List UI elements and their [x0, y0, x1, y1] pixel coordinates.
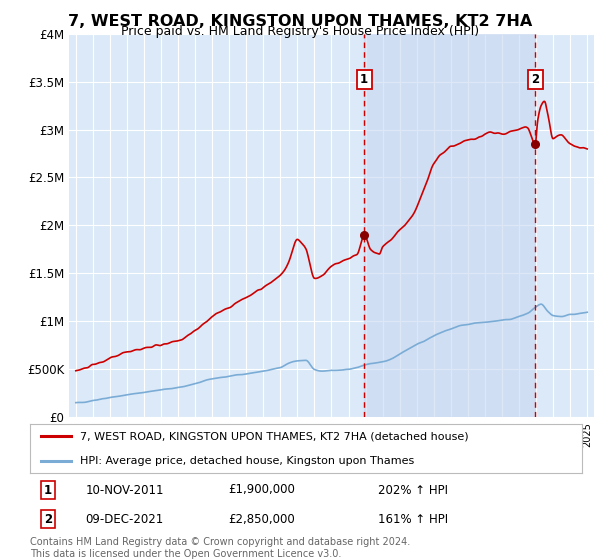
- Text: 09-DEC-2021: 09-DEC-2021: [85, 512, 163, 526]
- Text: 1: 1: [360, 73, 368, 86]
- Text: HPI: Average price, detached house, Kingston upon Thames: HPI: Average price, detached house, King…: [80, 456, 414, 466]
- Text: 10-NOV-2011: 10-NOV-2011: [85, 483, 164, 497]
- Text: 2: 2: [44, 512, 52, 526]
- Text: Contains HM Land Registry data © Crown copyright and database right 2024.
This d: Contains HM Land Registry data © Crown c…: [30, 537, 410, 559]
- Text: 7, WEST ROAD, KINGSTON UPON THAMES, KT2 7HA: 7, WEST ROAD, KINGSTON UPON THAMES, KT2 …: [68, 14, 532, 29]
- Text: 202% ↑ HPI: 202% ↑ HPI: [378, 483, 448, 497]
- Text: 2: 2: [531, 73, 539, 86]
- Text: 161% ↑ HPI: 161% ↑ HPI: [378, 512, 448, 526]
- Text: 1: 1: [44, 483, 52, 497]
- Text: £1,900,000: £1,900,000: [229, 483, 296, 497]
- Bar: [364, 34, 535, 417]
- Text: 7, WEST ROAD, KINGSTON UPON THAMES, KT2 7HA (detached house): 7, WEST ROAD, KINGSTON UPON THAMES, KT2 …: [80, 431, 469, 441]
- Text: £2,850,000: £2,850,000: [229, 512, 295, 526]
- Text: Price paid vs. HM Land Registry's House Price Index (HPI): Price paid vs. HM Land Registry's House …: [121, 25, 479, 38]
